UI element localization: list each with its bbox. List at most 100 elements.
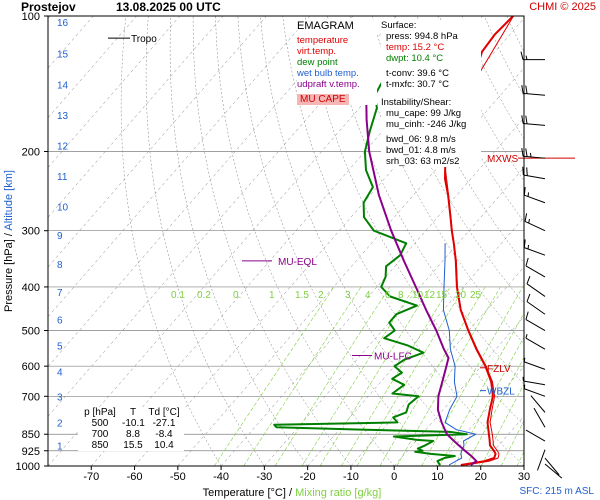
mixing-ratio-label: 4: [365, 290, 371, 301]
levels-table-header-cell: p [hPa]: [84, 407, 116, 418]
mu-cape-badge: MU CAPE: [297, 94, 349, 105]
wind-barb: [522, 166, 546, 180]
legend-item: udpraft v.temp.: [297, 79, 360, 90]
mixing-ratio-label: 0.1: [171, 290, 185, 301]
levels-table-cell: 8.8: [126, 429, 140, 440]
wind-barb: [544, 457, 560, 476]
wind-barb-feather: [521, 148, 524, 157]
wind-barb-staff: [525, 337, 546, 350]
altitude-tick-label: 6: [57, 315, 63, 326]
pressure-tick-label: 100: [22, 11, 40, 23]
mixing-ratio-label: 1: [269, 290, 275, 301]
x-axis-title: Temperature [°C] / Mixing ratio [g/kg]: [203, 487, 382, 499]
bwd-06-value: bwd_06: 9.8 m/s: [386, 134, 456, 145]
wind-barb-half-feather: [529, 152, 532, 158]
wind-barb-half-feather: [528, 218, 530, 224]
wind-barb-staff: [523, 174, 546, 180]
mu-lfc-label: MU-LFC: [374, 351, 412, 362]
wind-barb-staff: [523, 92, 546, 96]
wind-barb-feather: [526, 275, 531, 285]
wind-profile: [520, 51, 563, 479]
wind-barb-staff: [523, 122, 546, 126]
mixing-ratio-line: [516, 450, 524, 466]
temperature-tick-label: 20: [475, 471, 487, 483]
wind-barb: [537, 449, 546, 471]
surface-elevation: SFC: 215 m ASL: [520, 486, 595, 497]
mu-eql-label: MU-EQL: [278, 257, 317, 268]
levels-table-cell: -27.1: [152, 418, 176, 429]
t-mxfc: t-mxfc: 30.7 °C: [386, 79, 449, 90]
wind-barb-staff: [524, 194, 546, 204]
wind-barb-feather: [522, 166, 524, 175]
mixing-ratio-label: 2: [318, 290, 324, 301]
isotherm-line: [523, 465, 524, 466]
axes-layer: 0.1 0.2 0. 1 1.5 2 3 4 6 8 10 12 15 20 251002003004005…: [3, 11, 594, 499]
wind-barb-half-feather: [525, 334, 528, 339]
wind-barb: [525, 257, 546, 278]
mixing-ratio-line: [421, 286, 523, 466]
dry-adiabat: [215, 16, 395, 466]
srh-03-value: srh_03: 63 m2/s2: [386, 156, 460, 167]
temperature-tick-label: -60: [127, 471, 143, 483]
mixing-ratio-line: [356, 286, 465, 466]
wind-barb-feather: [520, 51, 524, 60]
dry-adiabat: [394, 16, 524, 264]
levels-table-cell: 850: [91, 440, 109, 451]
temperature-tick-label: -50: [170, 471, 186, 483]
wind-barb-staff: [526, 301, 546, 315]
wind-barb-staff: [524, 361, 546, 370]
wind-barb: [520, 51, 545, 61]
levels-table-cell: -10.1: [122, 418, 145, 429]
wind-barb-staff: [537, 449, 546, 471]
dry-adiabat: [506, 16, 524, 53]
wind-barb-staff: [524, 247, 546, 256]
dry-adiabat: [484, 16, 524, 97]
legend: EMAGRAM temperature virt.temp. dew point we…: [297, 20, 377, 105]
instability-title: Instability/Shear:: [381, 97, 452, 108]
wind-barb-feather: [525, 257, 529, 267]
temperature-tick-label: -40: [213, 471, 229, 483]
wind-barb-staff: [523, 380, 546, 386]
altitude-tick-label: 2: [57, 418, 63, 429]
wind-barb: [521, 148, 546, 159]
mixing-ratio-line: [214, 286, 335, 466]
mixing-ratio-label: 25: [470, 290, 482, 301]
levels-table-row: 500 -10.1 -27.1: [78, 418, 184, 429]
series-wet-bulb-temp: [442, 243, 477, 466]
levels-table-cell: 700: [91, 429, 109, 440]
levels-table-row: 700 8.8 -8.4: [78, 429, 184, 440]
mixing-ratio-label: 15: [436, 290, 448, 301]
altitude-tick-label: 12: [57, 142, 69, 153]
wind-barb: [533, 407, 546, 428]
series-layer: [273, 16, 514, 466]
surface-title: Surface:: [381, 20, 417, 31]
legend-items: temperature virt.temp. dew point wet bulb t…: [297, 35, 377, 90]
mixing-ratio-line: [341, 286, 451, 466]
wind-barb-feather: [526, 167, 528, 176]
altitude-tick-label: 5: [57, 342, 63, 353]
mixing-ratio-line: [301, 286, 415, 466]
mixing-ratio-label: 0.: [233, 290, 241, 301]
altitude-tick-label: 10: [57, 202, 69, 213]
mixing-ratio-label: 3: [345, 290, 351, 301]
altitude-tick-label: 13: [57, 111, 69, 122]
mixing-ratio-label: 10: [412, 290, 424, 301]
mixing-ratio-line: [500, 420, 524, 466]
pressure-tick-label: 500: [22, 326, 40, 338]
y-axis-title: Pressure [hPa] / Altitude [km]: [3, 170, 15, 312]
mixing-ratio-label: 12: [424, 290, 436, 301]
pressure-tick-label: 200: [22, 146, 40, 158]
levels-table-header: p [hPa] T Td [°C]: [78, 407, 184, 418]
levels-table-cell: 500: [91, 418, 109, 429]
pressure-tick-label: 700: [22, 391, 40, 403]
dry-adiabat: [304, 16, 524, 426]
wind-barb: [544, 463, 563, 479]
wind-barb-staff: [526, 283, 546, 297]
levels-table-row: 850 15.5 10.4: [78, 440, 184, 451]
fzlv-label: FZLV: [487, 364, 511, 375]
levels-layer: Tropo MU-EQL MU-LFC FZLV WBZL MXWS: [108, 34, 575, 398]
dry-adiabat: [192, 16, 352, 466]
altitude-tick-label: 9: [57, 231, 63, 242]
temperature-tick-label: 10: [431, 471, 443, 483]
